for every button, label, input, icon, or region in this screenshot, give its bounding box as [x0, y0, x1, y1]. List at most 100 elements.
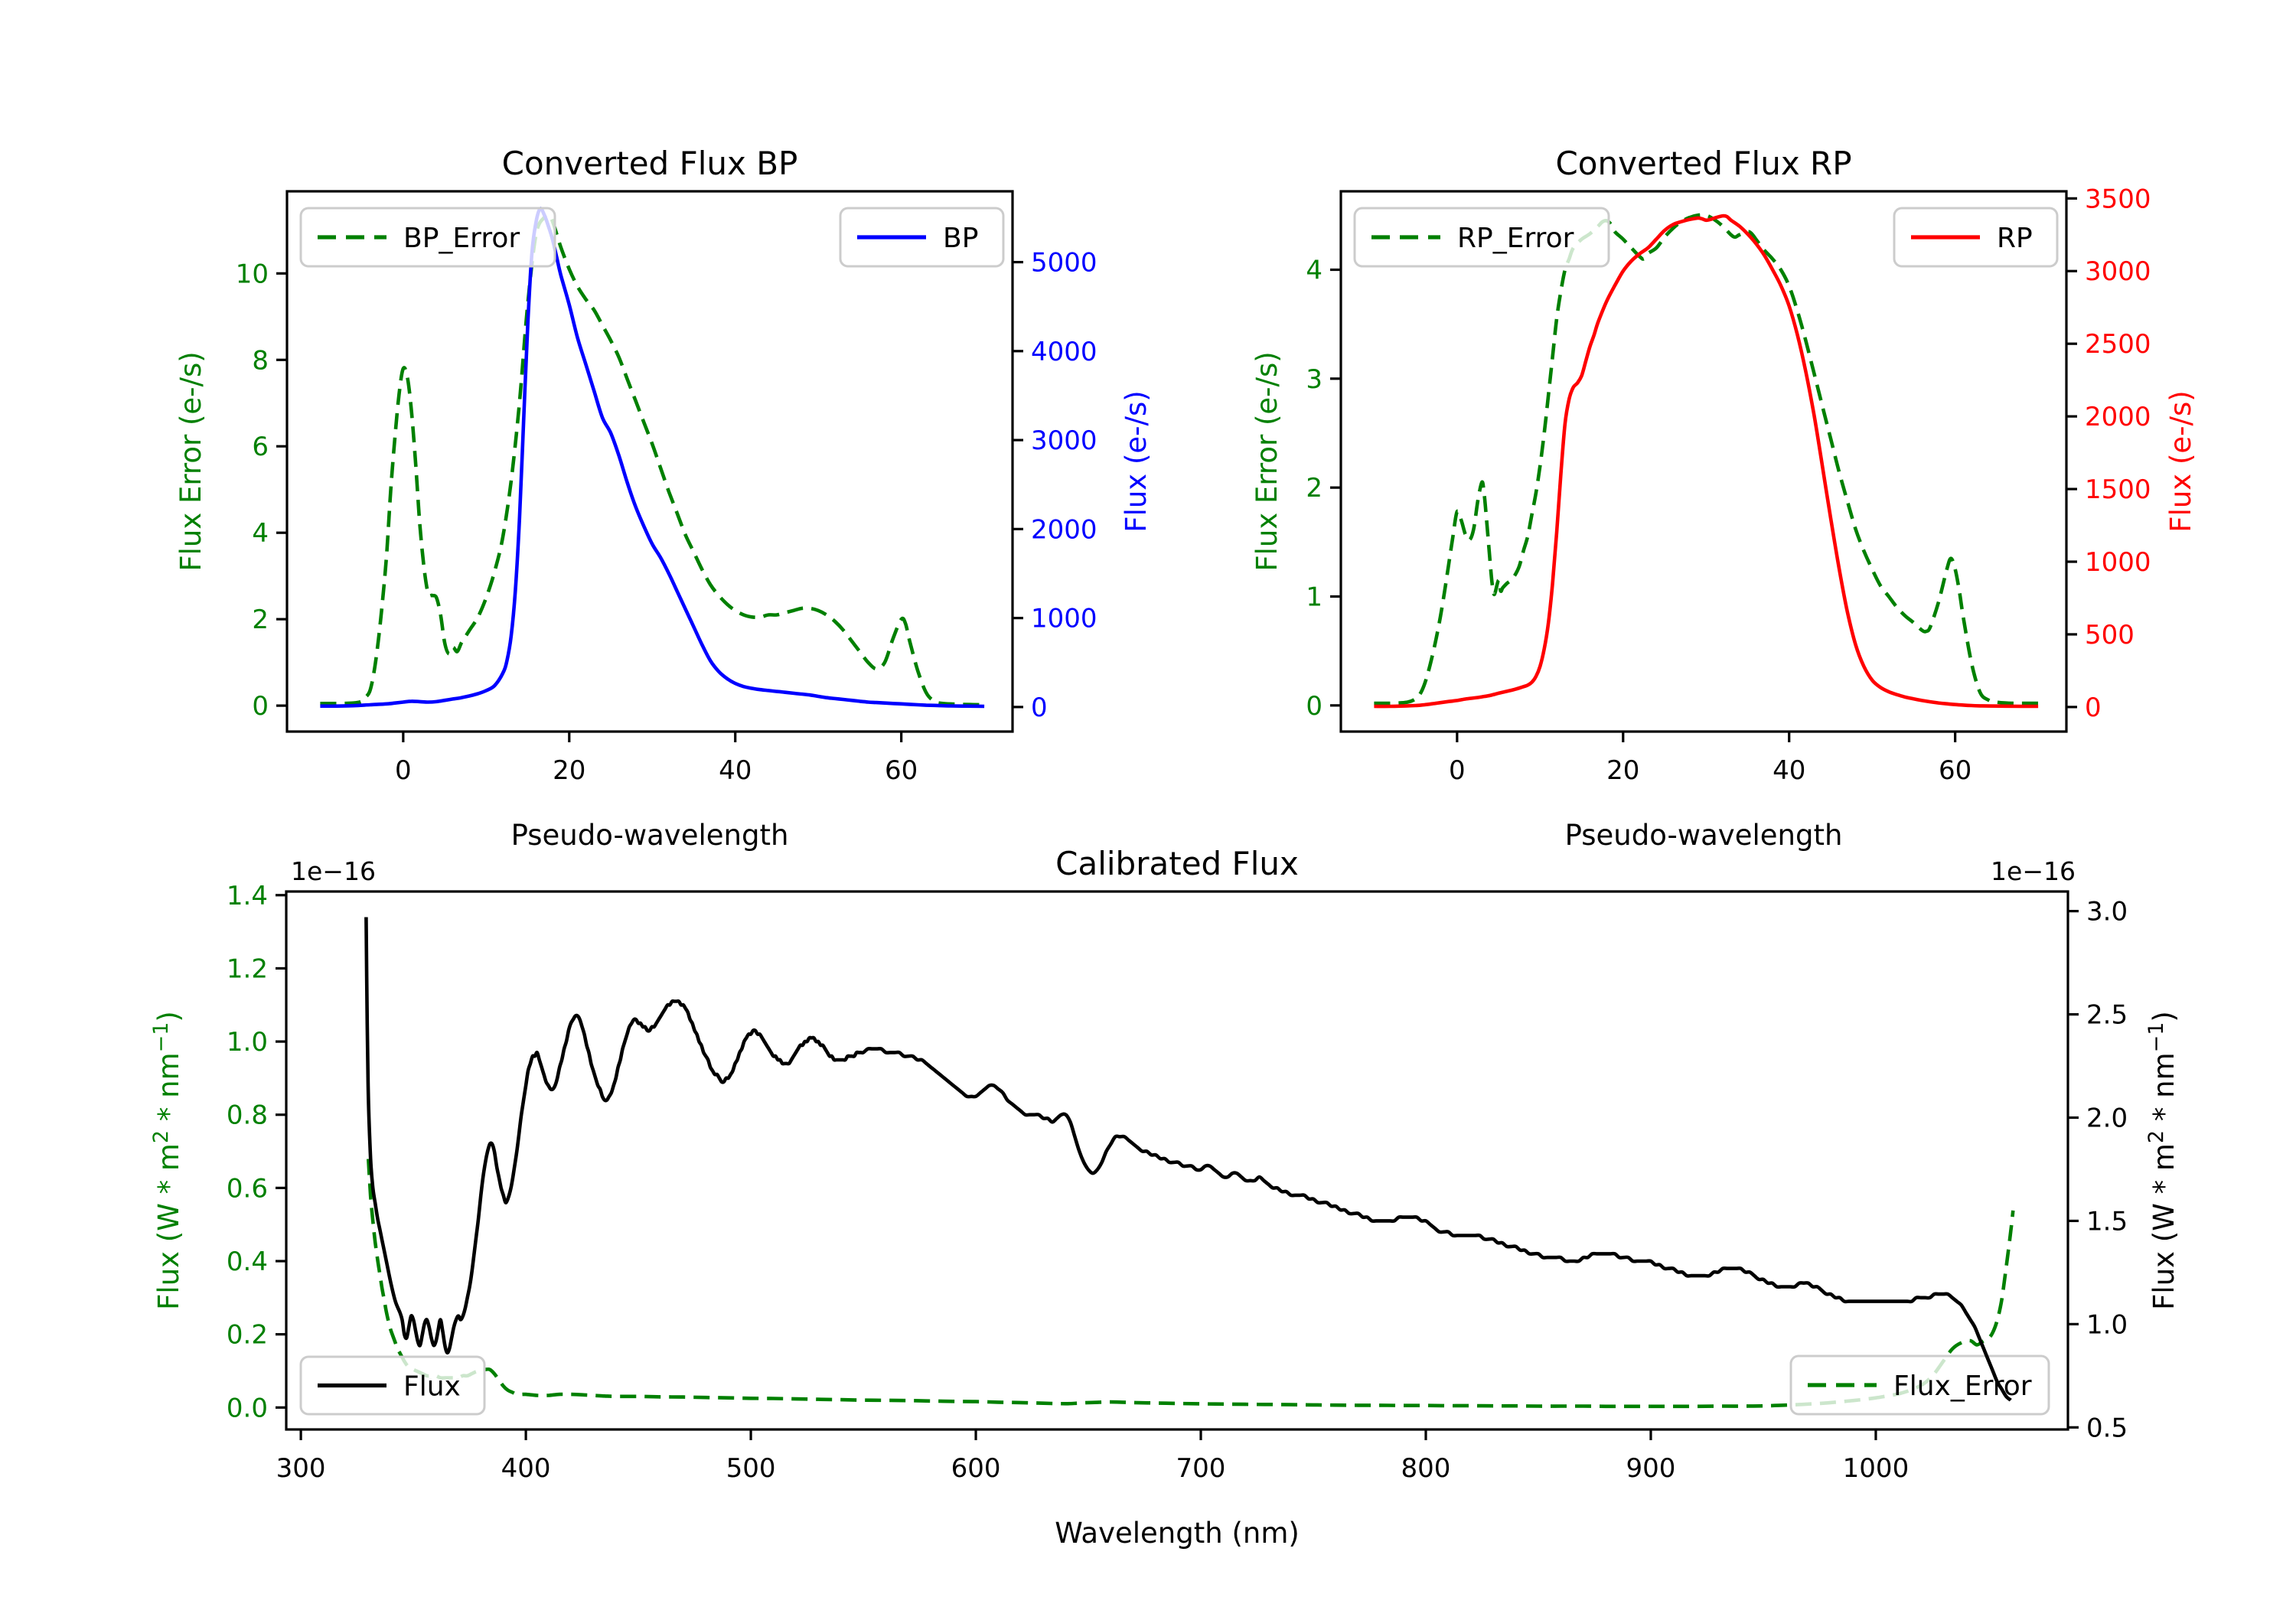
- rp-right-axis-label: Flux (e-/s): [2164, 390, 2197, 532]
- bp-left-y-tick-label: 8: [252, 345, 269, 376]
- cal-series-flux-line: [364, 917, 2012, 1402]
- bp-right-y-tick-label: 3000: [1031, 425, 1097, 456]
- cal-left-y-tick-label: 0.8: [227, 1100, 268, 1131]
- cal-left-y-tick-label: 1.0: [227, 1027, 268, 1058]
- legend-frame: [299, 207, 556, 268]
- cal-x-tick-label: 1000: [1843, 1453, 1910, 1484]
- cal-x-tick-label: 300: [276, 1453, 326, 1484]
- bp-legend-bp: BP: [839, 207, 1005, 268]
- cal-offset-text: 1e−16: [291, 856, 376, 886]
- cal-right-y-tick-label: 2.0: [2086, 1103, 2128, 1134]
- bp-left-y-tick-label: 2: [252, 605, 269, 635]
- cal-left-y-tick-label: 1.2: [227, 953, 268, 984]
- bp-legend-bp-error: BP_Error: [299, 207, 556, 268]
- bp-right-y-tick-label: 0: [1031, 693, 1048, 723]
- cal-legend-flux-error: Flux_Error: [1789, 1354, 2050, 1416]
- bp-left-axis-label: Flux Error (e-/s): [174, 351, 207, 571]
- cal-left-y-tick-label: 0.2: [227, 1320, 268, 1351]
- cal-left-y-tick-label: 0.0: [227, 1393, 268, 1423]
- rp-x-axis-label: Pseudo-wavelength: [1565, 819, 1843, 852]
- legend-frame: [299, 1355, 486, 1416]
- cal-x-tick-label: 600: [951, 1453, 1001, 1484]
- rp-legend-rp-error: RP_Error: [1353, 207, 1610, 268]
- bp-right-y-tick-label: 5000: [1031, 248, 1097, 279]
- legend-label: BP: [943, 223, 978, 254]
- bp-x-tick-label: 40: [719, 755, 752, 786]
- bp-left-y-tick-label: 4: [252, 518, 269, 549]
- bp-left-y-tick-label: 10: [236, 259, 269, 289]
- cal-x-tick-label: 400: [501, 1453, 551, 1484]
- rp-plot-area: [1339, 190, 2068, 733]
- cal-left-y-tick-label: 1.4: [227, 881, 268, 911]
- chart-bp: BP_Error BP 0 20 40 60 0 2 4 6 8 10 Flux Error (e-/s…: [174, 145, 1153, 852]
- chart-rp: RP_Error RP 0 20 40 60 0 1 2 3 4 Flux Error (e-/s) 0…: [1251, 145, 2197, 852]
- rp-right-y-tick-label: 2500: [2085, 329, 2151, 360]
- cal-right-y-tick-label: 0.5: [2086, 1413, 2128, 1443]
- bp-x-tick-label: 20: [553, 755, 585, 786]
- cal-x-tick-label: 900: [1626, 1453, 1676, 1484]
- legend-label: BP_Error: [403, 223, 520, 254]
- legend-frame: [1353, 207, 1610, 268]
- bp-x-tick-label: 0: [395, 755, 412, 786]
- legend-frame: [1789, 1354, 2050, 1416]
- rp-left-axis-label: Flux Error (e-/s): [1251, 351, 1283, 571]
- rp-right-y-tick-label: 1000: [2085, 547, 2151, 578]
- legend-label: Flux: [403, 1371, 461, 1403]
- bp-plot-area: [285, 190, 1014, 733]
- bp-right-axis-label: Flux (e-/s): [1120, 390, 1153, 532]
- rp-title: Converted Flux RP: [1555, 145, 1851, 182]
- cal-legend-flux: Flux: [299, 1355, 486, 1416]
- rp-x-tick-label: 20: [1606, 755, 1639, 786]
- rp-left-y-tick-label: 4: [1306, 255, 1322, 285]
- legend-label: Flux_Error: [1893, 1371, 2032, 1402]
- cal-plot-area: [285, 890, 2069, 1431]
- cal-right-y-tick-label: 3.0: [2086, 897, 2128, 927]
- bp-right-y-tick-label: 2000: [1031, 514, 1097, 545]
- rp-right-y-tick-label: 3000: [2085, 256, 2151, 287]
- rp-x-tick-label: 60: [1939, 755, 1971, 786]
- cal-right-y-tick-label: 2.5: [2086, 1000, 2128, 1031]
- cal-left-y-tick-label: 0.4: [227, 1247, 268, 1277]
- cal-x-axis-label: Wavelength (nm): [1055, 1517, 1300, 1550]
- legend-label: RP: [1997, 223, 2033, 254]
- cal-x-tick-label: 800: [1401, 1453, 1451, 1484]
- bp-left-y-tick-label: 6: [252, 432, 269, 462]
- rp-right-y-tick-label: 1500: [2085, 474, 2151, 505]
- rp-left-y-tick-label: 1: [1306, 582, 1322, 613]
- rp-left-y-tick-label: 0: [1306, 691, 1322, 722]
- bp-right-y-tick-label: 4000: [1031, 337, 1097, 367]
- rp-right-y-tick-label: 500: [2085, 620, 2135, 650]
- bp-left-y-tick-label: 0: [252, 691, 269, 722]
- cal-x-tick-label: 700: [1176, 1453, 1226, 1484]
- cal-x-tick-label: 500: [726, 1453, 776, 1484]
- cal-series-flux-error-line: [367, 1159, 2015, 1409]
- rp-left-y-tick-label: 2: [1306, 473, 1322, 504]
- cal-right-y-tick-label: 1.5: [2086, 1206, 2128, 1237]
- rp-x-tick-label: 0: [1449, 755, 1466, 786]
- rp-right-y-tick-label: 2000: [2085, 402, 2151, 432]
- bp-x-tick-label: 60: [885, 755, 918, 786]
- cal-right-y-tick-label: 1.0: [2086, 1309, 2128, 1340]
- bp-right-y-tick-label: 1000: [1031, 604, 1097, 634]
- chart-cal: Flux Flux_Error 300 400 500 600 700 800 900 1000 0…: [149, 845, 2180, 1550]
- cal-right-axis-label: Flux (W * m2 * nm−1): [2144, 1011, 2180, 1310]
- rp-x-tick-label: 40: [1773, 755, 1805, 786]
- bp-title: Converted Flux BP: [502, 145, 798, 182]
- bp-series-bp-error-line: [320, 213, 985, 707]
- rp-left-y-tick-label: 3: [1306, 364, 1322, 395]
- bp-x-axis-label: Pseudo-wavelength: [511, 819, 789, 852]
- rp-series-rp-error-line: [1374, 213, 2039, 706]
- cal-offset-text: 1e−16: [1991, 856, 2076, 886]
- cal-title: Calibrated Flux: [1055, 845, 1299, 882]
- cal-left-y-tick-label: 0.6: [227, 1173, 268, 1204]
- legend-label: RP_Error: [1457, 223, 1574, 254]
- rp-right-y-tick-label: 0: [2085, 693, 2102, 723]
- cal-left-axis-label: Flux (W * m2 * nm−1): [149, 1011, 185, 1310]
- rp-series-rp-line: [1374, 214, 2039, 709]
- rp-legend-rp: RP: [1893, 207, 2059, 268]
- bp-series-bp-line: [320, 207, 985, 709]
- rp-right-y-tick-label: 3500: [2085, 184, 2151, 214]
